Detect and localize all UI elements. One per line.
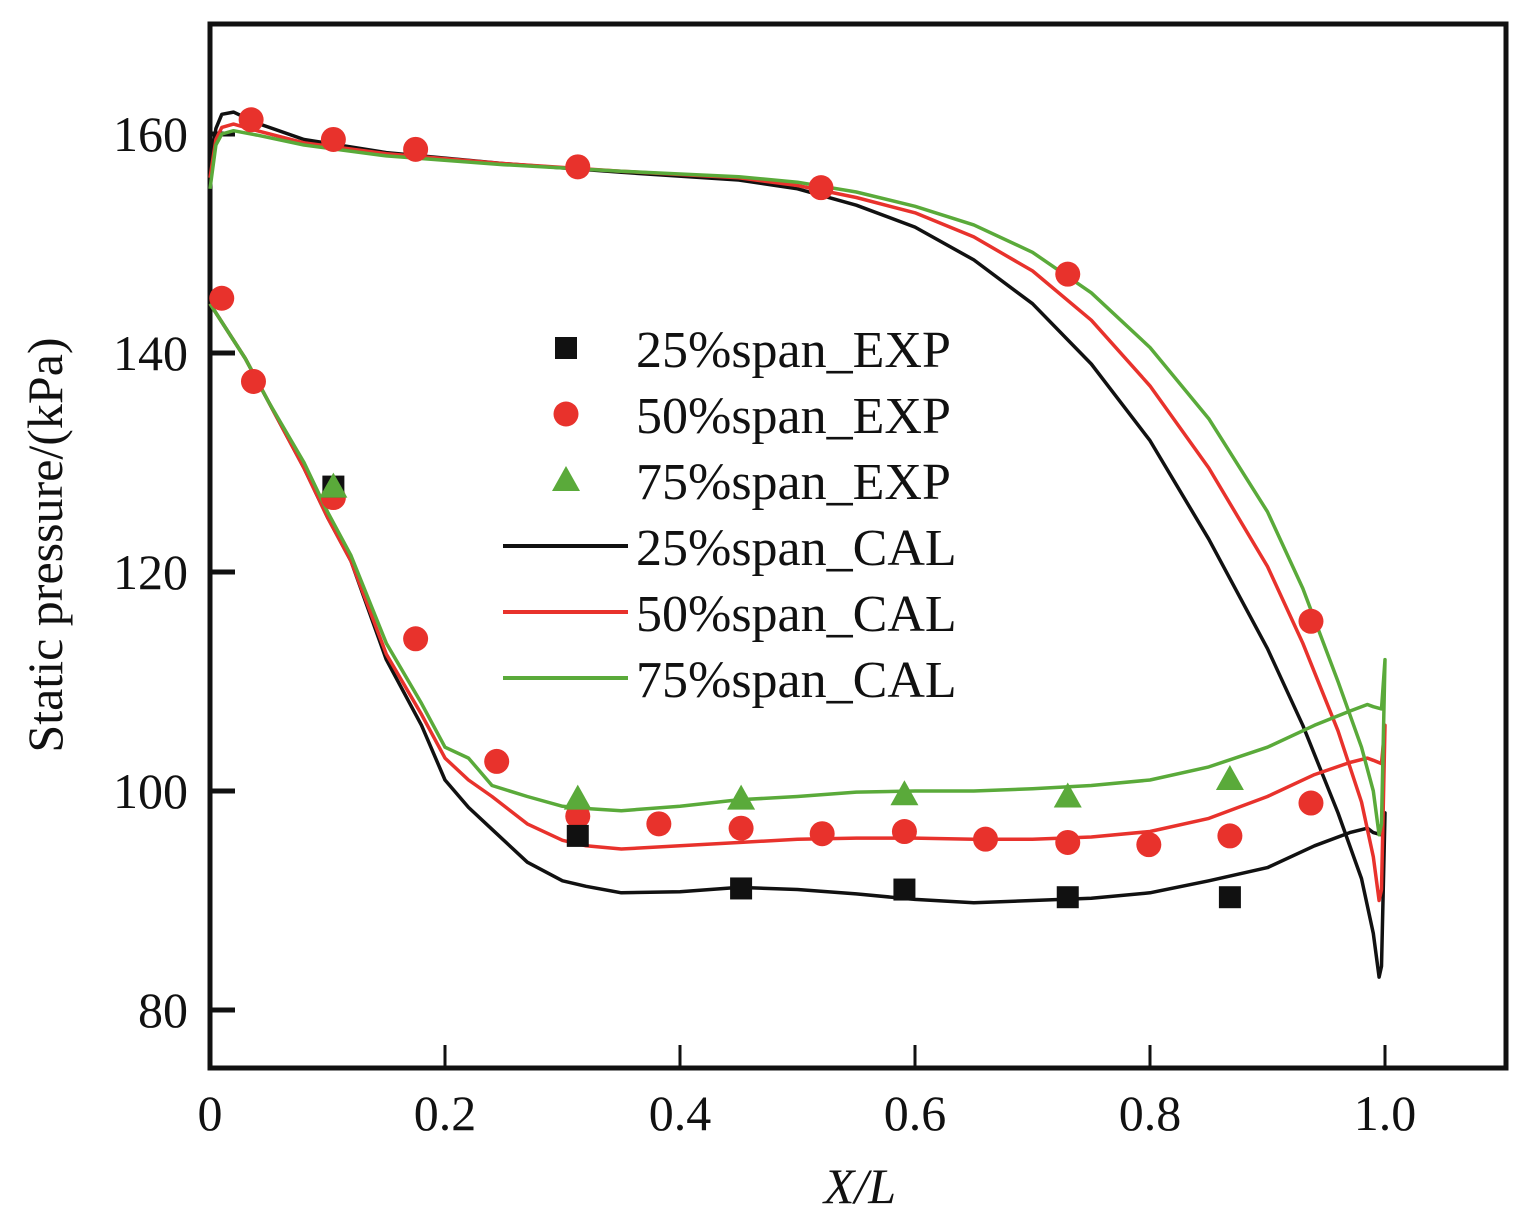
data-point-triangle xyxy=(890,780,919,806)
legend-label: 50%span_EXP xyxy=(636,388,951,445)
data-point-triangle xyxy=(727,784,756,810)
data-point-circle xyxy=(565,803,591,829)
series-line-75-span-cal xyxy=(208,128,1387,837)
data-point-square xyxy=(730,877,753,900)
legend-marker-square xyxy=(555,337,577,359)
data-point-circle xyxy=(209,285,235,311)
y-tick-label: 80 xyxy=(138,982,188,1038)
data-point-circle xyxy=(403,626,429,652)
data-point-circle xyxy=(320,126,346,152)
data-point-circle xyxy=(240,368,266,394)
x-tick-labels: 0 0.2 0.4 0.6 0.8 1.0 xyxy=(198,1085,1417,1141)
data-point-circle xyxy=(809,821,835,847)
data-point-circle xyxy=(808,175,834,201)
x-tick-label: 0.2 xyxy=(414,1085,477,1141)
plot-frame xyxy=(207,21,1509,1071)
data-point-circle xyxy=(1217,823,1243,849)
data-point-circle xyxy=(1136,832,1162,858)
data-point-square xyxy=(893,878,916,901)
y-tick-label: 100 xyxy=(113,763,188,819)
legend-label: 25%span_CAL xyxy=(636,520,957,577)
data-point-square xyxy=(566,824,589,847)
data-point-circle xyxy=(1055,829,1081,855)
series-lines xyxy=(208,110,1387,979)
legend-label: 75%span_EXP xyxy=(636,454,951,511)
x-axis-label: X/L xyxy=(822,1158,896,1214)
legend: 25%span_EXP 50%span_EXP 75%span_EXP 25%span… xyxy=(503,322,957,709)
y-tick-label: 120 xyxy=(113,544,188,600)
x-tick-label: 0.4 xyxy=(649,1085,712,1141)
y-axis-label: Static pressure/(kPa) xyxy=(17,337,73,752)
series-line-50-span-cal xyxy=(208,122,1387,903)
data-point-triangle xyxy=(1053,782,1082,808)
legend-marker-circle xyxy=(553,401,579,427)
data-point-circle xyxy=(238,107,264,133)
data-point-circle xyxy=(891,819,917,845)
data-point-triangle xyxy=(319,472,348,498)
legend-label: 25%span_EXP xyxy=(636,322,951,379)
series-markers xyxy=(209,107,1324,909)
x-tick-label: 0.8 xyxy=(1119,1085,1182,1141)
data-point-circle xyxy=(1055,261,1081,287)
y-tick-label: 160 xyxy=(113,106,188,162)
y-tick-label: 140 xyxy=(113,325,188,381)
data-point-circle xyxy=(403,136,429,162)
x-tick-label: 1.0 xyxy=(1354,1085,1417,1141)
data-point-circle xyxy=(484,748,510,774)
data-point-square xyxy=(1056,886,1079,909)
data-point-square xyxy=(1218,886,1241,909)
x-tick-label: 0.6 xyxy=(884,1085,947,1141)
data-point-triangle xyxy=(563,784,592,810)
data-point-circle xyxy=(973,826,998,852)
legend-label: 50%span_CAL xyxy=(636,586,957,643)
legend-label: 75%span_CAL xyxy=(636,652,957,709)
data-point-triangle xyxy=(1215,764,1244,790)
data-point-circle xyxy=(646,811,672,837)
data-point-circle xyxy=(1298,790,1324,816)
legend-marker-triangle xyxy=(552,466,580,491)
data-point-circle xyxy=(1298,608,1324,634)
y-tick-labels: 80 100 120 140 160 xyxy=(113,106,188,1038)
ticks xyxy=(210,131,1387,1068)
x-tick-label: 0 xyxy=(198,1085,223,1141)
data-point-circle xyxy=(728,815,754,841)
data-point-circle xyxy=(565,154,591,180)
